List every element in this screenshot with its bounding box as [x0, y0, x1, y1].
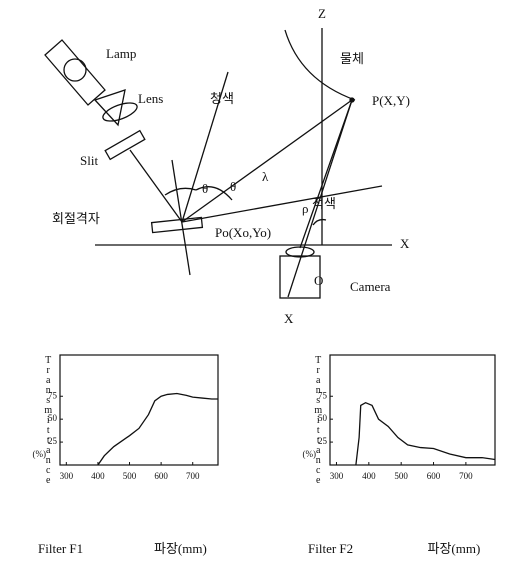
x-axis-label: 파장(mm)	[428, 541, 481, 556]
chart-title: Filter F2	[308, 541, 353, 556]
rho-arc	[313, 220, 326, 225]
x-tick-label: 300	[330, 471, 344, 481]
label: X	[284, 311, 294, 326]
label: 적색	[312, 196, 336, 211]
label: Po(Xo,Yo)	[215, 225, 271, 240]
lamp-housing	[45, 40, 105, 105]
label: Lamp	[106, 46, 136, 61]
label: ρ	[302, 201, 309, 216]
label: θ	[230, 179, 236, 194]
x-tick-label: 400	[91, 471, 105, 481]
x-tick-label: 400	[362, 471, 376, 481]
label: 회절격자	[52, 211, 100, 226]
chart-title: Filter F1	[38, 541, 83, 556]
label: 청색	[210, 91, 234, 106]
data-line	[356, 403, 495, 465]
label: O	[314, 273, 323, 288]
x-axis-label: 파장(mm)	[154, 541, 207, 556]
label: Z	[318, 6, 326, 21]
point-p	[350, 98, 354, 102]
y-axis-label: Transmittance	[313, 355, 324, 485]
y-axis-label: Transmittance	[43, 355, 54, 485]
x-tick-label: 500	[394, 471, 408, 481]
x-tick-label: 700	[186, 471, 200, 481]
label: P(X,Y)	[372, 93, 410, 108]
label: Camera	[350, 279, 391, 294]
y-axis-unit: (%)	[33, 449, 47, 459]
data-line	[98, 394, 218, 466]
label: λ	[262, 169, 269, 184]
label: X	[400, 236, 410, 251]
red-ray	[182, 186, 382, 222]
label: θ	[202, 181, 208, 196]
plot-frame	[330, 355, 495, 465]
incident-ray	[130, 150, 182, 222]
label: Lens	[138, 91, 163, 106]
y-axis-unit: (%)	[303, 449, 317, 459]
figure: Z 물체 Lamp Lens 청색 P(X,Y) θ θ λ Slit 적색 회…	[0, 0, 515, 566]
label: 물체	[340, 51, 364, 66]
x-tick-label: 500	[123, 471, 137, 481]
lamp-bulb	[64, 59, 86, 81]
x-tick-label: 600	[154, 471, 168, 481]
label: Slit	[80, 153, 98, 168]
x-tick-label: 300	[60, 471, 74, 481]
x-tick-label: 600	[427, 471, 441, 481]
plot-frame	[60, 355, 218, 465]
slit	[105, 131, 145, 160]
x-tick-label: 700	[459, 471, 473, 481]
